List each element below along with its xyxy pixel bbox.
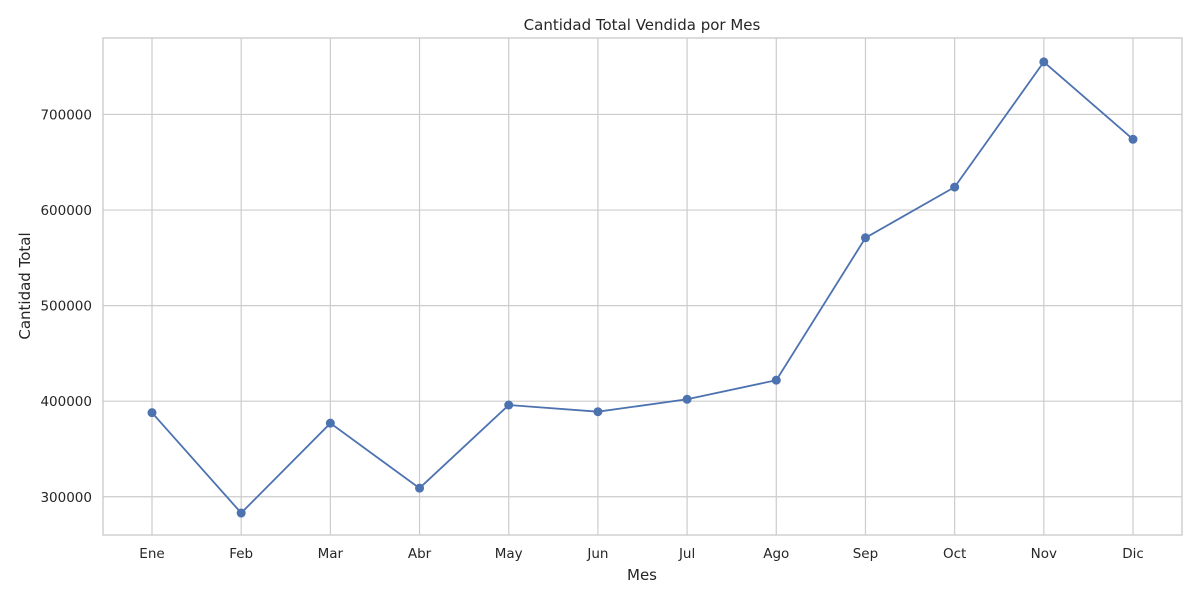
data-point-dic [1128,134,1138,144]
x-tick-label: Abr [408,546,432,562]
data-point-mar [325,418,335,428]
x-tick-label: Oct [943,546,966,562]
x-tick-label: Nov [1031,546,1057,562]
data-point-may [504,400,514,410]
y-tick-label: 300000 [40,490,92,506]
series-line [151,60,1134,515]
data-point-feb [236,508,246,518]
x-tick-label: Ene [139,546,164,562]
x-tick-label: Dic [1122,546,1144,562]
data-point-sep [860,233,870,243]
x-axis-ticks: Ene Feb Mar Abr May Jun Jul Ago Sep Oct Nov Dic [139,546,1143,562]
x-tick-label: Feb [229,546,253,562]
y-tick-label: 600000 [40,203,92,219]
x-tick-label: Jul [678,546,695,562]
data-point-nov [1039,57,1049,67]
x-tick-label: Mar [318,546,344,562]
data-point-jul [682,394,692,404]
x-tick-label: May [495,546,523,562]
data-point-oct [950,182,960,192]
chart-title: Cantidad Total Vendida por Mes [524,16,761,34]
data-point-abr [415,483,425,493]
x-tick-label: Ago [763,546,789,562]
plot-frame [102,37,1183,536]
y-axis-ticks: 300000 400000 500000 600000 700000 [40,107,92,505]
x-tick-label: Jun [586,546,608,562]
x-axis-label: Mes [627,566,657,584]
series-markers [147,57,1138,518]
data-point-ago [771,375,781,385]
data-point-ene [147,408,157,418]
y-tick-label: 700000 [40,107,92,123]
y-axis-label: Cantidad Total [16,232,34,339]
data-point-jun [593,407,603,417]
y-tick-label: 400000 [40,394,92,410]
x-tick-label: Sep [853,546,878,562]
y-tick-label: 500000 [40,299,92,315]
grid [103,38,1182,535]
